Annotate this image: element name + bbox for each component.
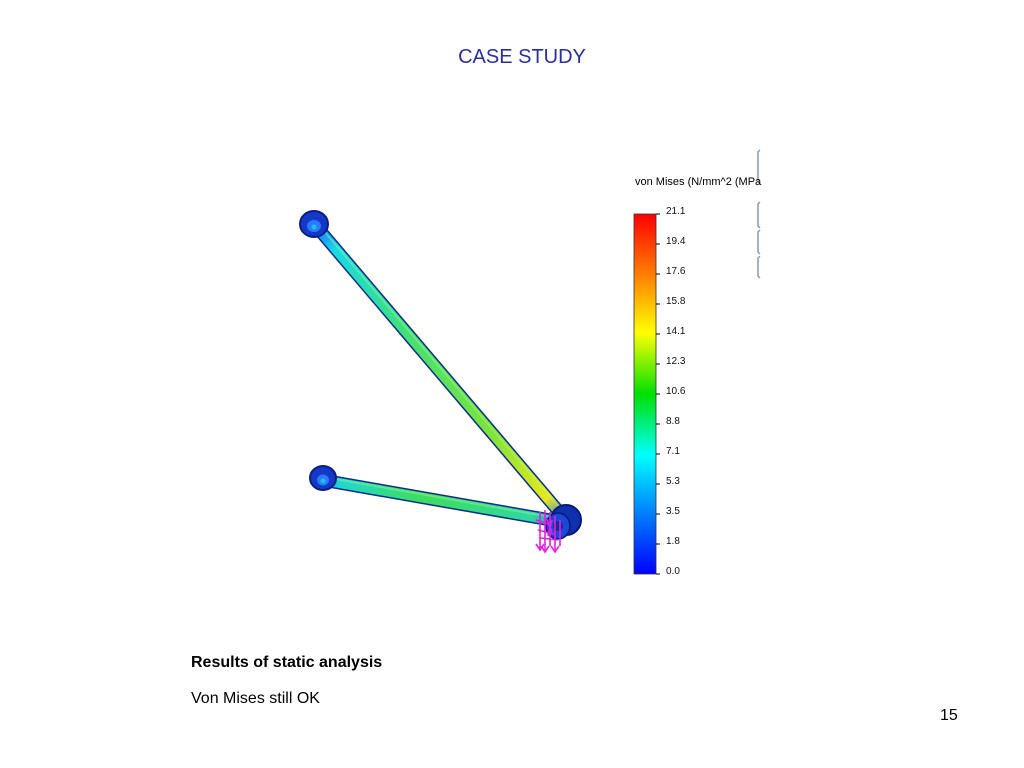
lower-link [315,473,569,529]
legend-tick-label: 15.8 [666,296,686,307]
legend-title: von Mises (N/mm^2 (MPa [635,176,762,188]
upper-link [309,219,573,527]
legend-tick-label: 8.8 [666,416,680,427]
panel-edge-markers [757,149,761,279]
fea-result-figure: von Mises (N/mm^2 (MPa 21.1 19.4 17.6 15… [290,140,770,590]
lower-left-bushing [309,465,337,491]
legend-tick-label: 5.3 [666,476,680,487]
caption-heading: Results of static analysis [191,654,383,671]
legend-tick-label: 1.8 [666,536,680,547]
legend-tick-label: 21.1 [666,206,686,217]
stress-colorbar [633,213,660,575]
legend-tick-label: 14.1 [666,326,686,337]
legend-tick-label: 12.3 [666,356,686,367]
fea-result-plot [299,149,761,575]
fixture-arrows [535,510,561,554]
right-joint-bushing [545,504,582,540]
legend-tick-label: 19.4 [666,236,686,247]
legend-tick-label: 3.5 [666,506,680,517]
legend-tick-labels: 21.1 19.4 17.6 15.8 14.1 12.3 10.6 8.8 7… [666,206,716,577]
upper-left-bushing [299,210,329,238]
slide-title: CASE STUDY [458,46,586,68]
page-number: 15 [940,707,958,724]
legend-tick-label: 7.1 [666,446,680,457]
caption-body: Von Mises still OK [191,690,320,707]
legend-tick-label: 0.0 [666,566,680,577]
legend-tick-label: 17.6 [666,266,686,277]
legend-tick-label: 10.6 [666,386,686,397]
